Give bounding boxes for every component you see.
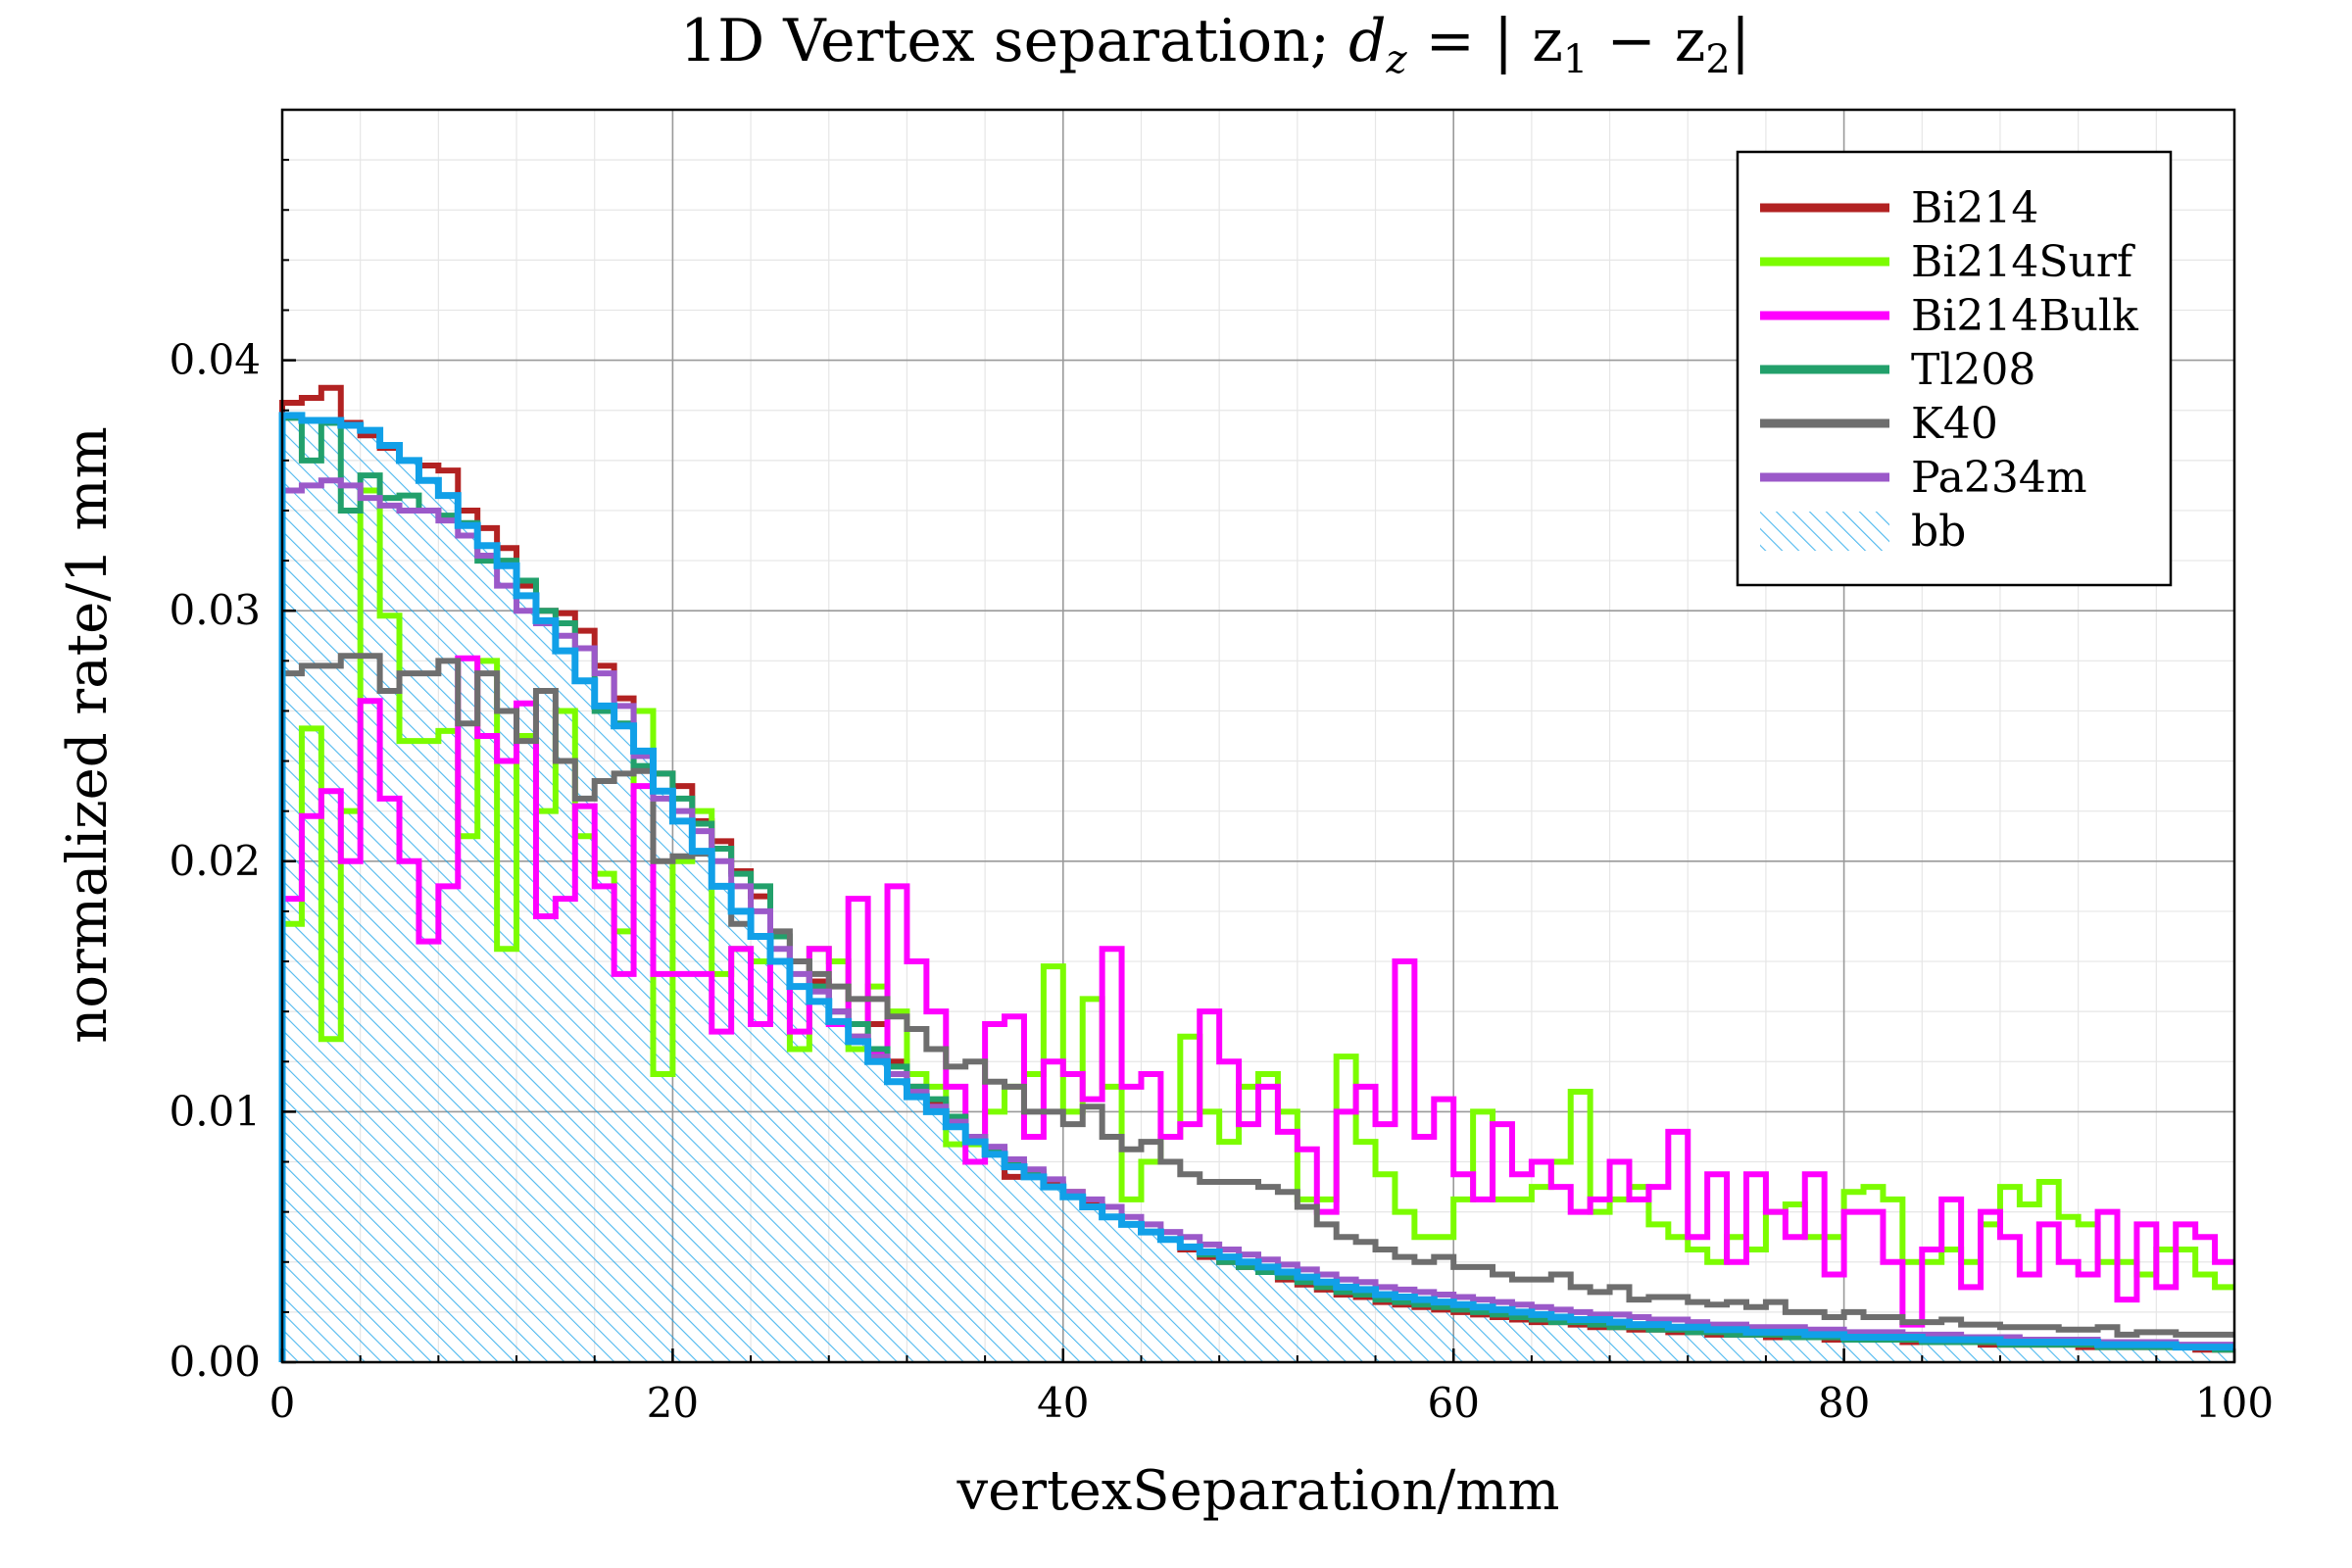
bb-hatched-area	[282, 415, 2234, 1362]
chart-title-text: 1D Vertex separation;	[680, 7, 1348, 75]
x-tick-label: 40	[1037, 1379, 1089, 1427]
chart-title-mid: − z	[1588, 7, 1705, 75]
chart-title-math-sub: z	[1386, 37, 1408, 82]
x-tick-label: 80	[1818, 1379, 1870, 1427]
chart-title-sub2: 2	[1705, 37, 1730, 82]
legend-swatch-bb	[1760, 512, 1889, 551]
chart-title-end: |	[1731, 7, 1750, 75]
legend-label-tl208: Tl208	[1911, 345, 2035, 395]
legend-label-bi214: Bi214	[1911, 183, 2038, 233]
x-tick-label: 60	[1427, 1379, 1479, 1427]
bb-hatch-fill	[282, 415, 2234, 1362]
series-line-pa234m	[279, 477, 2234, 1362]
y-tick-labels: 0.00 0.01 0.02 0.03 0.04	[169, 336, 261, 1386]
legend-label-pa234m: Pa234m	[1911, 453, 2087, 503]
y-axis-label: normalized rate/1 mm	[56, 426, 120, 1043]
chart-title-sub1: 1	[1563, 37, 1588, 82]
x-tick-label: 20	[647, 1379, 699, 1427]
y-tick-label: 0.02	[169, 837, 261, 885]
plot-frame	[280, 108, 2236, 1364]
x-tick-label: 100	[2195, 1379, 2274, 1427]
y-tick-label: 0.01	[169, 1087, 261, 1135]
x-axis-label: vertexSeparation/mm	[956, 1459, 1560, 1523]
y-tick-label: 0.00	[169, 1338, 261, 1386]
series-line-bb	[278, 412, 2234, 1362]
chart-title: 1D Vertex separation; dz = | z1 − z2|	[680, 7, 1750, 82]
y-tick-label: 0.04	[169, 336, 261, 384]
chart-title-math-rest: = | z	[1407, 7, 1563, 75]
legend-label-bi214bulk: Bi214Bulk	[1911, 291, 2138, 341]
x-tick-label: 0	[270, 1379, 296, 1427]
series-line-k40	[279, 653, 2234, 1362]
legend-label-k40: K40	[1911, 399, 1998, 449]
axis-ticks	[280, 159, 2236, 1364]
legend-label-bb: bb	[1911, 507, 1966, 557]
x-tick-labels: 0 20 40 60 80 100	[270, 1379, 2274, 1427]
series-lines	[278, 384, 2234, 1362]
legend-label-bi214surf: Bi214Surf	[1911, 237, 2135, 287]
y-tick-label: 0.03	[169, 586, 261, 634]
chart-title-math: d	[1348, 7, 1386, 75]
